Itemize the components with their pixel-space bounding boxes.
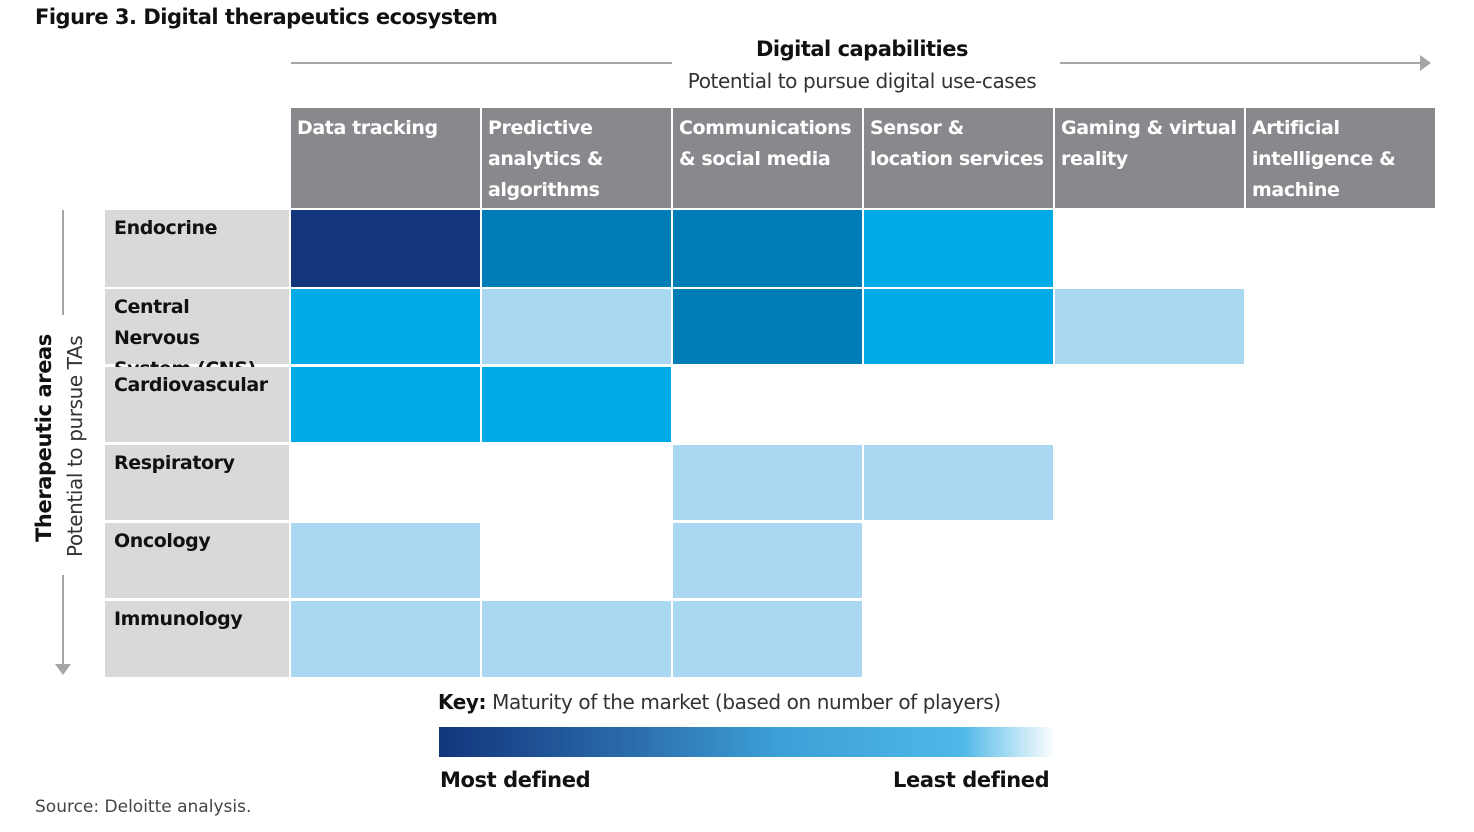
arrow-down-icon	[55, 664, 71, 675]
x-axis-line-right	[1060, 62, 1422, 64]
heatmap-cell	[864, 445, 1053, 520]
heatmap-cell	[864, 289, 1053, 364]
row-header: Oncology	[105, 523, 289, 598]
arrow-right-icon	[1420, 55, 1431, 71]
column-header: Gaming & virtual reality	[1055, 108, 1244, 208]
x-axis-title: Digital capabilities	[755, 37, 969, 61]
column-header: Communications & social media	[673, 108, 862, 208]
heatmap-cell	[864, 210, 1053, 287]
heatmap-cell	[673, 289, 862, 364]
heatmap-cell	[291, 601, 480, 677]
heatmap-cell	[291, 367, 480, 442]
row-header: Immunology	[105, 601, 289, 677]
heatmap-cell	[482, 367, 671, 442]
key-text: Maturity of the market (based on number …	[492, 690, 1001, 714]
heatmap-cell	[482, 289, 671, 364]
column-header: Sensor & location services	[864, 108, 1053, 208]
key-least-defined: Least defined	[893, 768, 1050, 792]
y-axis-subtitle: Potential to pursue TAs	[63, 335, 87, 557]
heatmap-cell	[482, 601, 671, 677]
row-header: Cardiovascular	[105, 367, 289, 442]
x-axis-subtitle: Potential to pursue digital use-cases	[687, 69, 1037, 93]
figure-title: Figure 3. Digital therapeutics ecosystem	[35, 5, 498, 29]
heatmap-cell	[1055, 289, 1244, 364]
key-gradient	[439, 727, 1055, 757]
row-header: Central Nervous System (CNS)	[105, 289, 289, 380]
y-axis-line-top	[62, 210, 64, 315]
heatmap-cell	[291, 210, 480, 287]
heatmap-cell	[673, 445, 862, 520]
y-axis-title: Therapeutic areas	[32, 334, 56, 542]
key-most-defined: Most defined	[440, 768, 591, 792]
row-header: Endocrine	[105, 210, 289, 287]
column-header: Artificial intelligence & machine learni…	[1246, 108, 1435, 232]
heatmap-cell	[291, 523, 480, 598]
heatmap-cell	[673, 523, 862, 598]
heatmap-cell	[673, 601, 862, 677]
key-prefix: Key:	[438, 690, 487, 714]
key-label: Key: Maturity of the market (based on nu…	[438, 690, 1001, 714]
column-header: Predictive analytics & algorithms	[482, 108, 671, 208]
heatmap-cell	[291, 289, 480, 364]
x-axis-line-left	[291, 62, 672, 64]
source-note: Source: Deloitte analysis.	[35, 797, 252, 817]
y-axis-line-bottom	[62, 575, 64, 665]
heatmap-cell	[673, 210, 862, 287]
row-header: Respiratory	[105, 445, 289, 520]
column-header: Data tracking	[291, 108, 480, 208]
heatmap-cell	[482, 210, 671, 287]
